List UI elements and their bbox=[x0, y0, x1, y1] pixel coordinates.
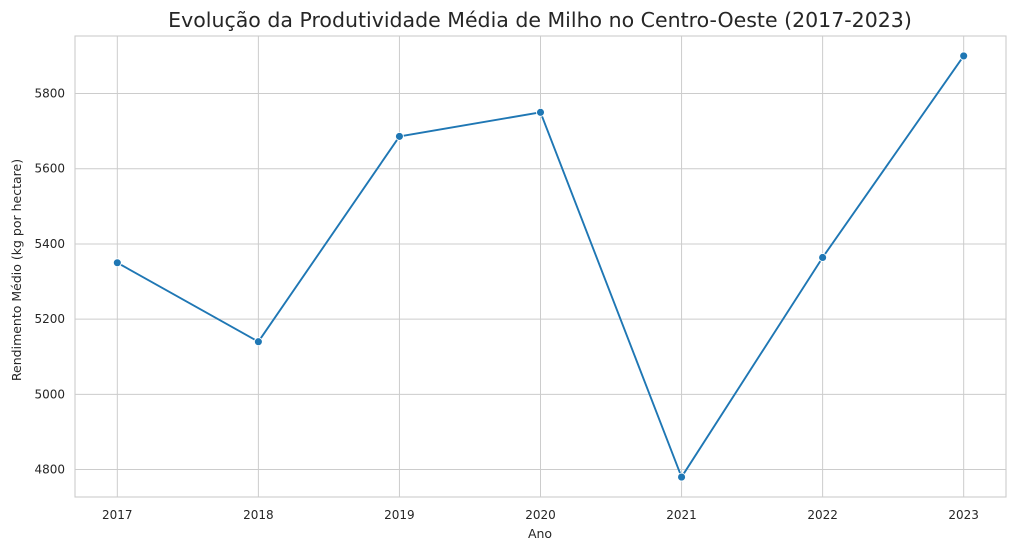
tick-labels: 2017 2018 2019 2020 2021 2022 2023 4800 5000 5200… bbox=[34, 87, 979, 522]
x-tick-label: 2020 bbox=[525, 508, 556, 522]
y-tick-label: 5400 bbox=[34, 237, 65, 251]
data-point bbox=[253, 337, 263, 347]
y-tick-label: 5600 bbox=[34, 162, 65, 176]
y-tick-label: 5200 bbox=[34, 312, 65, 326]
x-tick-label: 2023 bbox=[948, 508, 979, 522]
data-point bbox=[818, 253, 828, 262]
series-layer bbox=[112, 51, 969, 482]
data-point bbox=[536, 107, 545, 117]
x-tick-label: 2019 bbox=[384, 508, 415, 522]
x-tick-label: 2022 bbox=[807, 508, 838, 522]
data-point bbox=[959, 51, 969, 61]
x-axis-label: Ano bbox=[528, 526, 552, 541]
chart-title: Evolução da Produtividade Média de Milho… bbox=[168, 8, 912, 32]
x-tick-label: 2017 bbox=[102, 508, 133, 522]
x-tick-label: 2018 bbox=[243, 508, 274, 522]
y-axis-label: Rendimento Médio (kg por hectare) bbox=[9, 159, 24, 381]
y-tick-label: 5800 bbox=[34, 87, 65, 101]
x-tick-label: 2021 bbox=[666, 508, 697, 522]
plot-frame bbox=[74, 35, 1007, 498]
grid-layer bbox=[75, 36, 1006, 497]
data-point bbox=[394, 131, 404, 141]
data-point bbox=[112, 258, 122, 268]
y-tick-label: 5000 bbox=[34, 387, 65, 401]
y-tick-label: 4800 bbox=[34, 463, 65, 477]
data-point bbox=[677, 472, 687, 482]
